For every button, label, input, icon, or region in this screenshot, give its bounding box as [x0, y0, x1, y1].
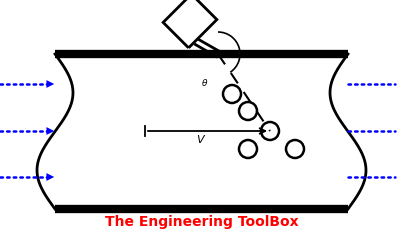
Text: V: V: [196, 135, 204, 145]
Text: The Engineering ToolBox: The Engineering ToolBox: [105, 215, 298, 229]
Text: $\theta$: $\theta$: [202, 76, 209, 87]
